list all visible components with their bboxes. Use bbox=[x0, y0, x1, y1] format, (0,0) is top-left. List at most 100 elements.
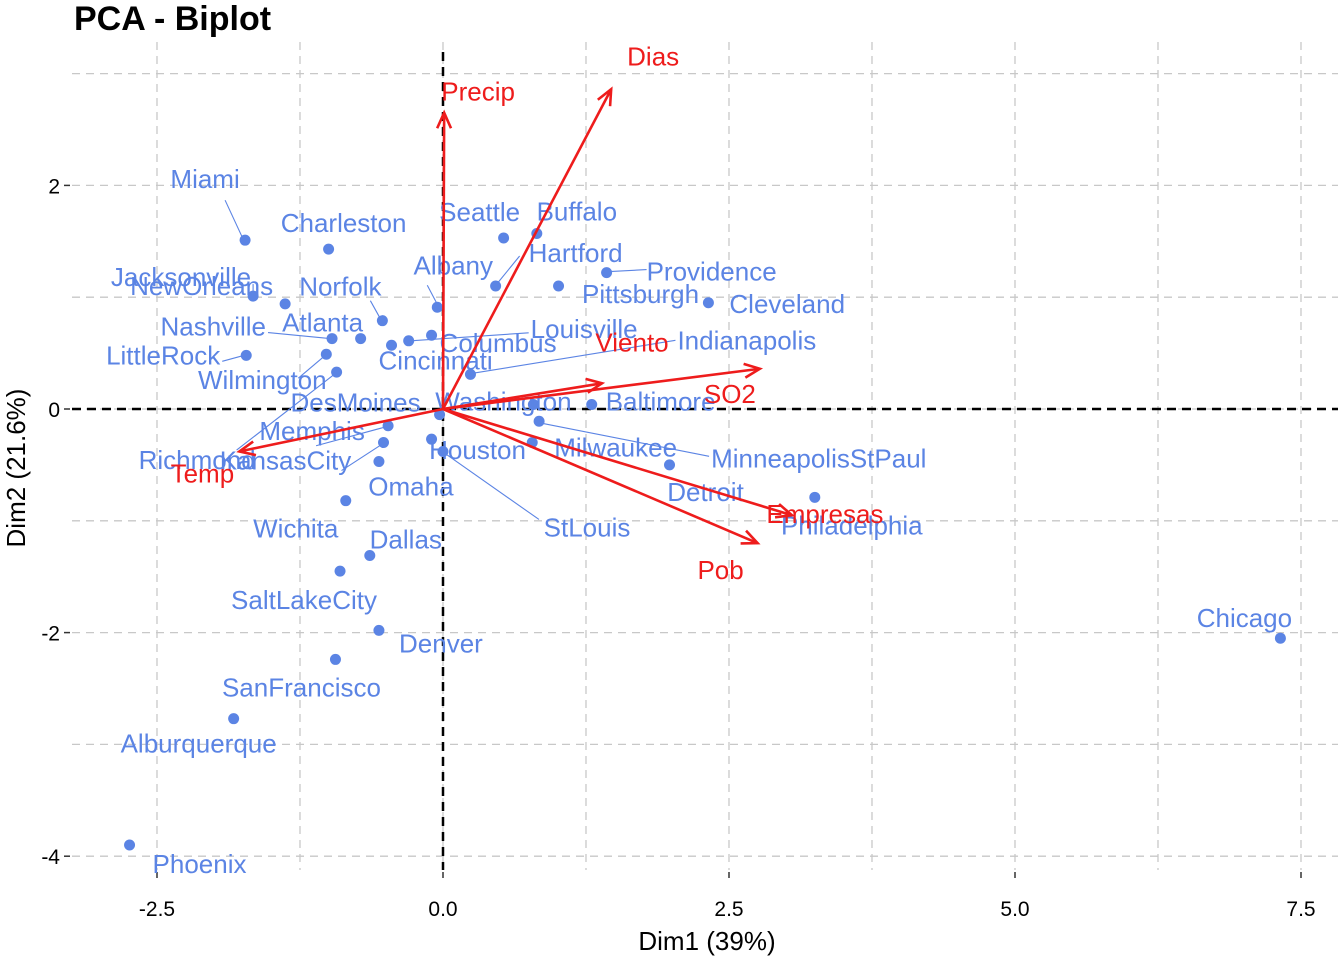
point-label: Providence bbox=[647, 257, 777, 287]
arrow-shaft bbox=[442, 407, 793, 517]
label-connector bbox=[444, 453, 540, 520]
point-label: LittleRock bbox=[106, 340, 221, 370]
label-connector bbox=[224, 199, 245, 242]
point-label: DesMoines bbox=[291, 388, 421, 418]
point-label: Seattle bbox=[439, 197, 520, 227]
point-label: StLouis bbox=[544, 512, 631, 542]
y-tick-label: -2 bbox=[41, 623, 60, 646]
point-label: Charleston bbox=[281, 208, 407, 238]
point-marker bbox=[340, 495, 352, 507]
x-tick-label: 7.5 bbox=[1286, 898, 1315, 921]
point-label: Albany bbox=[414, 250, 494, 280]
label-connector bbox=[267, 332, 331, 340]
point-label: Richmond bbox=[139, 445, 256, 475]
arrow-label: Precip bbox=[441, 77, 515, 107]
x-tick-label: 2.5 bbox=[714, 898, 743, 921]
point-label: Dallas bbox=[370, 524, 442, 554]
y-tick-label: -4 bbox=[41, 846, 60, 869]
arrow-label: Pob bbox=[697, 555, 743, 585]
label-connector bbox=[497, 255, 521, 284]
point-label: Pittsburgh bbox=[582, 279, 699, 309]
point-marker bbox=[386, 339, 398, 351]
arrow-label: Viento bbox=[595, 327, 668, 357]
point-marker bbox=[331, 366, 343, 378]
label-connector bbox=[222, 354, 245, 362]
point-marker bbox=[426, 329, 438, 341]
point-label: MinneapolisStPaul bbox=[711, 443, 926, 473]
x-tick-label: 5.0 bbox=[1000, 898, 1029, 921]
point-marker bbox=[426, 433, 438, 445]
arrow-shaft bbox=[441, 112, 446, 410]
label-connector bbox=[426, 285, 438, 305]
point-marker bbox=[434, 409, 446, 421]
point-marker bbox=[498, 232, 510, 244]
point-label: Norfolk bbox=[299, 272, 382, 302]
point-marker bbox=[124, 839, 136, 851]
point-label: Buffalo bbox=[537, 196, 617, 226]
label-connector bbox=[609, 269, 647, 273]
y-tick-label: 2 bbox=[48, 175, 60, 198]
arrow-label: Temp bbox=[171, 458, 235, 488]
variable-arrows: Dias Precip Viento SO2 Empresas Pob Temp bbox=[171, 41, 884, 585]
chart-title: PCA - Biplot bbox=[74, 0, 272, 38]
point-label: Cleveland bbox=[729, 289, 845, 319]
point-label: Memphis bbox=[259, 416, 364, 446]
point-label: Nashville bbox=[161, 312, 267, 342]
point-marker bbox=[553, 280, 565, 292]
point-label: Columbus bbox=[440, 328, 557, 358]
point-label: Jacksonville bbox=[111, 262, 251, 292]
point-marker bbox=[378, 437, 390, 449]
label-connector bbox=[236, 373, 335, 451]
point-marker bbox=[431, 301, 443, 313]
point-marker bbox=[329, 653, 341, 665]
point-label: NewOrleans bbox=[130, 271, 273, 301]
point-marker bbox=[355, 333, 367, 345]
point-label: Phoenix bbox=[153, 849, 247, 879]
point-marker bbox=[702, 297, 714, 309]
arrow-label: Dias bbox=[627, 41, 679, 71]
point-label: Louisville bbox=[531, 314, 638, 344]
point-marker bbox=[1274, 632, 1286, 644]
point-marker bbox=[464, 368, 476, 380]
point-label: Milwaukee bbox=[554, 433, 677, 463]
point-label: SaltLakeCity bbox=[231, 585, 377, 615]
point-marker bbox=[601, 267, 613, 279]
point-label: SanFrancisco bbox=[222, 672, 381, 702]
arrow-label: SO2 bbox=[704, 379, 756, 409]
point-marker bbox=[586, 399, 598, 411]
point-marker bbox=[240, 349, 252, 361]
point-label: Hartford bbox=[529, 238, 623, 268]
point-marker bbox=[320, 348, 332, 360]
point-label: Atlanta bbox=[282, 308, 363, 338]
point-marker bbox=[373, 624, 385, 636]
point-marker bbox=[373, 456, 385, 468]
label-connector bbox=[341, 444, 382, 472]
x-tick-label: -2.5 bbox=[139, 898, 175, 921]
point-marker bbox=[527, 399, 539, 411]
label-connector bbox=[297, 355, 325, 379]
point-marker bbox=[228, 713, 240, 725]
point-label: Omaha bbox=[368, 472, 454, 502]
point-marker bbox=[326, 333, 338, 345]
point-marker bbox=[364, 549, 376, 561]
arrow-shaft bbox=[442, 407, 759, 545]
arrow-label: Empresas bbox=[766, 499, 883, 529]
point-marker bbox=[376, 315, 388, 327]
point-marker bbox=[323, 243, 335, 255]
arrow-head bbox=[740, 529, 761, 545]
y-tick-label: 0 bbox=[48, 399, 60, 422]
arrow-shaft bbox=[442, 367, 761, 411]
point-label: Philadelphia bbox=[781, 510, 923, 540]
point-label: Alburquerque bbox=[121, 729, 277, 759]
point-marker bbox=[279, 298, 291, 310]
point-marker bbox=[334, 565, 346, 577]
label-connector bbox=[472, 339, 676, 374]
arrow-head bbox=[774, 503, 795, 519]
point-label: Baltimore bbox=[606, 387, 716, 417]
arrow-shaft bbox=[441, 88, 613, 410]
label-connector bbox=[541, 422, 710, 457]
point-marker bbox=[239, 234, 251, 246]
point-marker bbox=[809, 491, 821, 503]
